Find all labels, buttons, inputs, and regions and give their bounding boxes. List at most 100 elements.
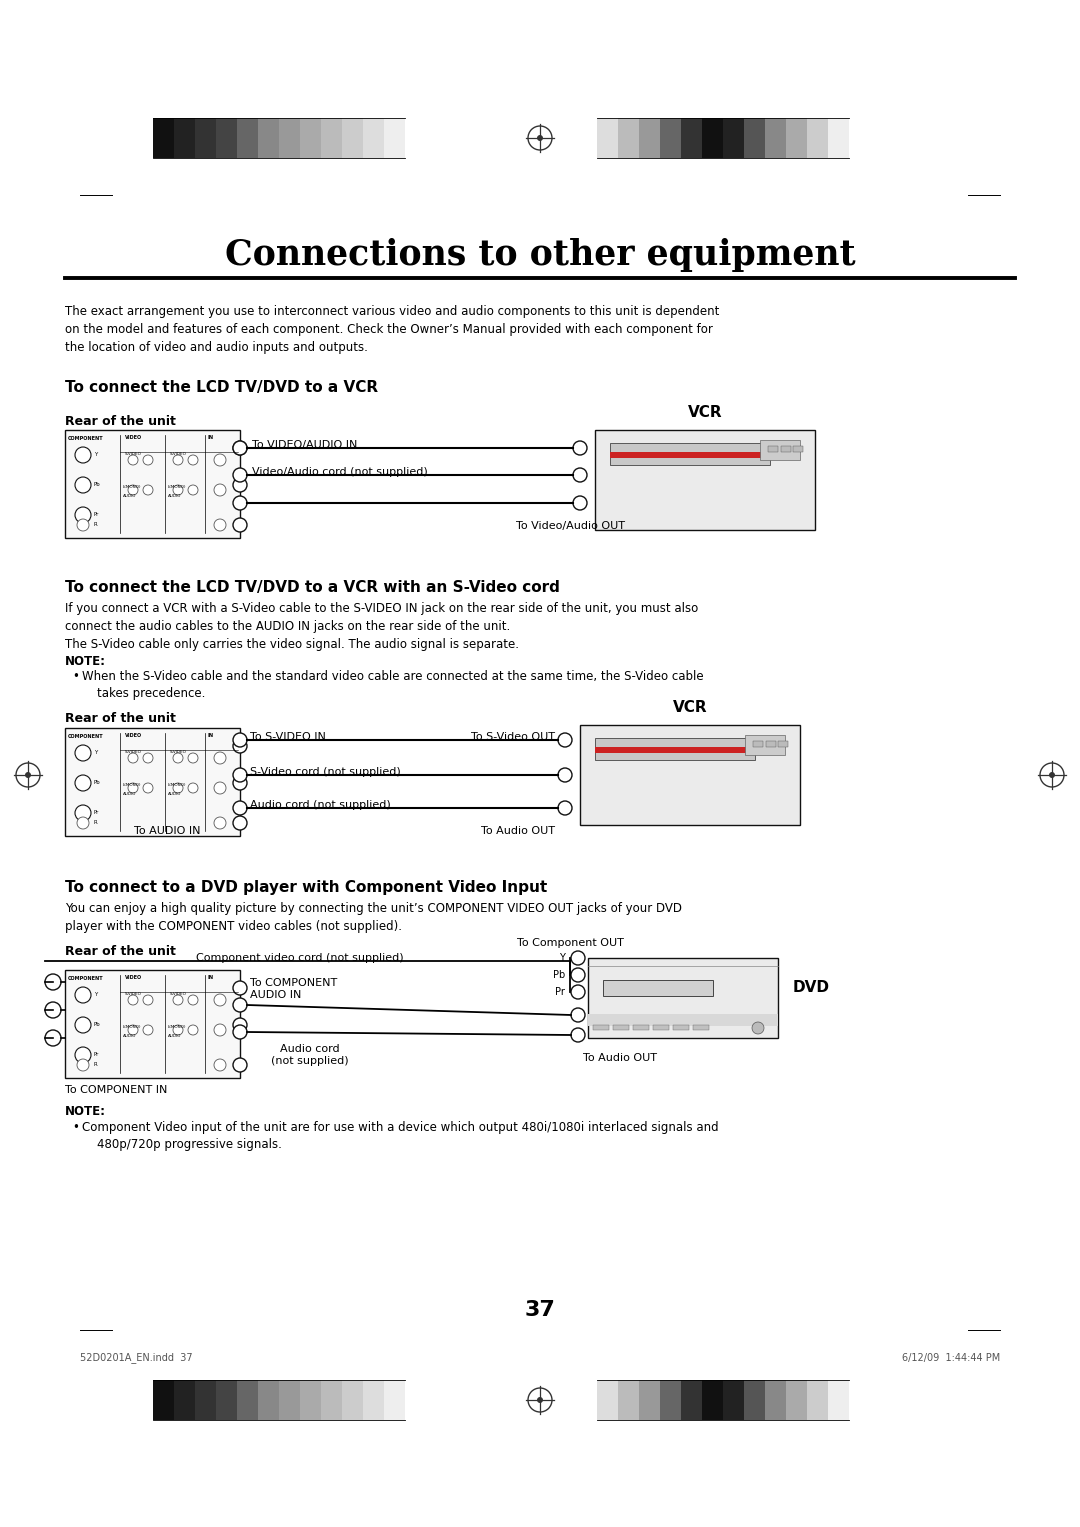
Bar <box>174 118 195 157</box>
Circle shape <box>571 1008 585 1022</box>
Text: To connect the LCD TV/DVD to a VCR with an S-Video cord: To connect the LCD TV/DVD to a VCR with … <box>65 580 559 596</box>
Text: AUDIO: AUDIO <box>123 495 136 498</box>
Bar <box>321 1380 342 1420</box>
Bar <box>363 1380 384 1420</box>
Circle shape <box>143 486 153 495</box>
Bar <box>593 1025 609 1031</box>
Bar <box>279 1380 300 1420</box>
Circle shape <box>214 994 226 1006</box>
Circle shape <box>233 802 247 815</box>
Circle shape <box>573 467 588 483</box>
Circle shape <box>45 1002 60 1019</box>
Text: VIDEO: VIDEO <box>125 435 143 440</box>
Bar <box>580 725 800 825</box>
Bar <box>216 118 237 157</box>
Text: Pr: Pr <box>555 986 565 997</box>
Bar <box>597 1380 618 1420</box>
Circle shape <box>75 507 91 524</box>
Bar <box>660 118 681 157</box>
Bar <box>153 118 174 157</box>
Text: When the S-Video cable and the standard video cable are connected at the same ti: When the S-Video cable and the standard … <box>82 670 704 699</box>
Bar <box>768 446 778 452</box>
Circle shape <box>233 733 247 747</box>
Bar <box>258 118 279 157</box>
Text: VCR: VCR <box>673 699 707 715</box>
Text: VIDEO: VIDEO <box>125 733 143 738</box>
Circle shape <box>558 733 572 747</box>
Circle shape <box>75 1048 91 1063</box>
Text: 6/12/09  1:44:44 PM: 6/12/09 1:44:44 PM <box>902 1353 1000 1364</box>
Text: Video/Audio cord (not supplied): Video/Audio cord (not supplied) <box>252 467 428 476</box>
Circle shape <box>129 1025 138 1035</box>
Bar <box>65 728 240 835</box>
Text: •: • <box>72 670 79 683</box>
Circle shape <box>571 951 585 965</box>
Text: Component Video input of the unit are for use with a device which output 480i/10: Component Video input of the unit are fo… <box>82 1121 718 1151</box>
Bar <box>595 431 815 530</box>
Circle shape <box>537 1397 543 1403</box>
Bar <box>618 1380 639 1420</box>
Text: Connections to other equipment: Connections to other equipment <box>225 238 855 272</box>
Bar <box>753 741 762 747</box>
Circle shape <box>129 486 138 495</box>
Text: Pb: Pb <box>94 780 100 785</box>
Bar <box>65 431 240 538</box>
Circle shape <box>173 996 183 1005</box>
Bar <box>673 1025 689 1031</box>
Text: Y: Y <box>94 750 97 756</box>
Text: 52D0201A_EN.indd  37: 52D0201A_EN.indd 37 <box>80 1353 192 1364</box>
Text: NOTE:: NOTE: <box>65 655 106 667</box>
Circle shape <box>173 455 183 466</box>
Circle shape <box>233 441 247 455</box>
Circle shape <box>214 782 226 794</box>
Text: Pb: Pb <box>94 483 100 487</box>
Text: Audio cord (not supplied): Audio cord (not supplied) <box>249 800 391 809</box>
Circle shape <box>573 441 588 455</box>
Bar <box>723 1380 744 1420</box>
Circle shape <box>214 519 226 531</box>
Text: L(MONO): L(MONO) <box>123 486 141 489</box>
Text: To S-Video OUT: To S-Video OUT <box>471 731 555 742</box>
Bar <box>681 118 702 157</box>
Text: S-VIDEO: S-VIDEO <box>125 452 141 457</box>
Text: Y: Y <box>94 993 97 997</box>
Text: R: R <box>94 1063 98 1067</box>
Circle shape <box>129 455 138 466</box>
Text: R: R <box>94 820 98 826</box>
Circle shape <box>143 783 153 793</box>
Bar <box>300 118 321 157</box>
Bar <box>342 118 363 157</box>
Text: DVD: DVD <box>793 980 831 996</box>
Circle shape <box>188 1025 198 1035</box>
Circle shape <box>571 1028 585 1041</box>
Circle shape <box>188 486 198 495</box>
Circle shape <box>129 753 138 764</box>
Circle shape <box>45 1031 60 1046</box>
Text: COMPONENT: COMPONENT <box>68 437 104 441</box>
Bar <box>216 1380 237 1420</box>
Circle shape <box>75 986 91 1003</box>
Circle shape <box>143 1025 153 1035</box>
Circle shape <box>214 1025 226 1035</box>
Text: Pr: Pr <box>94 811 99 815</box>
Circle shape <box>752 1022 764 1034</box>
Text: S-VIDEO: S-VIDEO <box>125 750 141 754</box>
Text: L(MONO): L(MONO) <box>168 783 187 786</box>
Circle shape <box>45 974 60 989</box>
Circle shape <box>233 768 247 782</box>
Text: Rear of the unit: Rear of the unit <box>65 712 176 725</box>
Bar <box>778 741 788 747</box>
Circle shape <box>558 768 572 782</box>
Circle shape <box>214 751 226 764</box>
Circle shape <box>233 815 247 831</box>
Text: You can enjoy a high quality picture by connecting the unit’s COMPONENT VIDEO OU: You can enjoy a high quality picture by … <box>65 902 681 933</box>
Text: COMPONENT: COMPONENT <box>68 976 104 980</box>
Circle shape <box>173 1025 183 1035</box>
Text: To AUDIO IN: To AUDIO IN <box>134 826 200 835</box>
Circle shape <box>129 996 138 1005</box>
Circle shape <box>214 454 226 466</box>
Text: Component video cord (not supplied): Component video cord (not supplied) <box>197 953 404 964</box>
Text: Pr: Pr <box>94 513 99 518</box>
Circle shape <box>143 455 153 466</box>
Circle shape <box>188 783 198 793</box>
